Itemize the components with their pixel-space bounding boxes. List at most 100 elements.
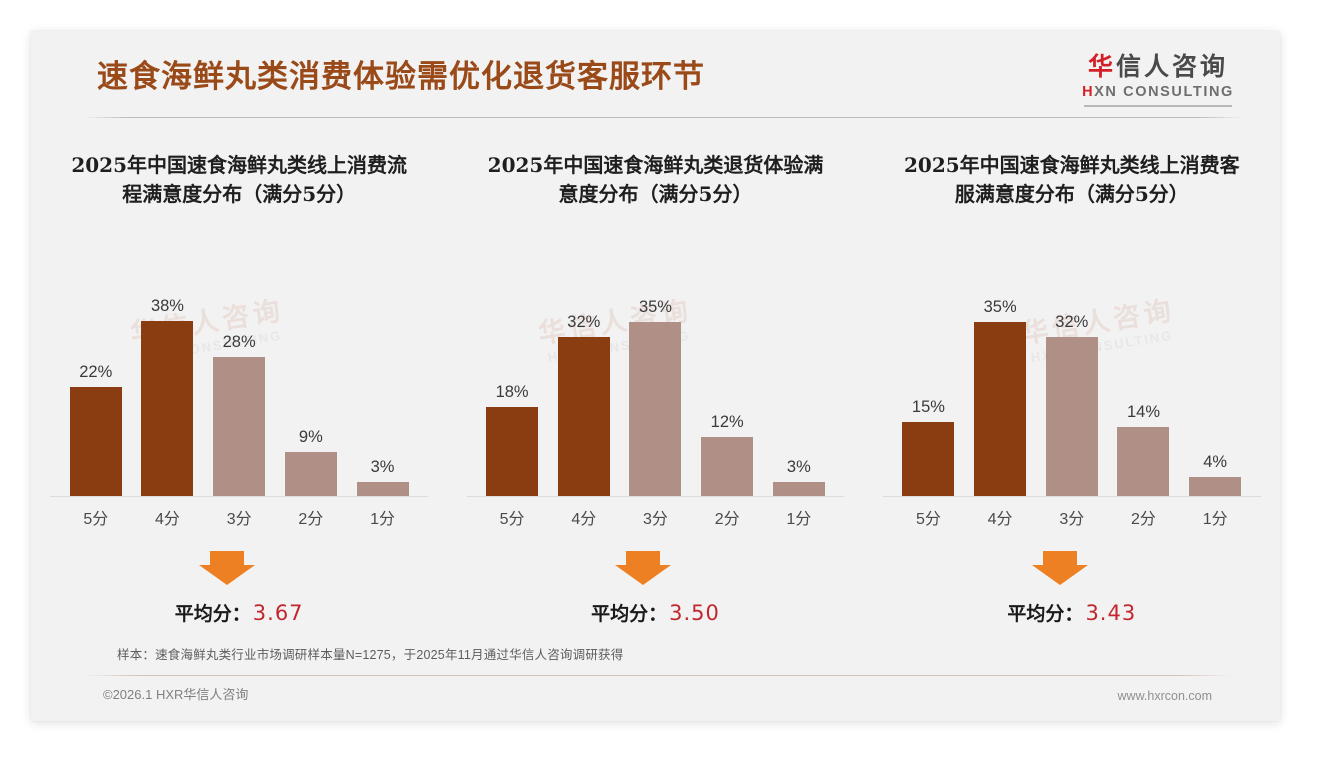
bar-value-label: 32%: [567, 313, 601, 331]
bar-slot: 32%: [552, 297, 615, 497]
bar-value-label: 9%: [298, 428, 323, 446]
logo-en-accent: H: [1082, 84, 1095, 100]
axis-tick-label: 5分: [915, 511, 941, 528]
bar-value-label: 35%: [983, 298, 1017, 316]
bar: [486, 407, 539, 497]
logo-cn-rest: 信人咨询: [1116, 52, 1229, 81]
arrow-head: [1031, 565, 1088, 585]
axis-tick-label: 5分: [499, 511, 525, 528]
average-score-2: 平均分：3.50: [447, 599, 863, 626]
logo-underline: [1084, 104, 1232, 107]
bar-slot: 15%: [897, 297, 960, 497]
bar-slot: 22%: [64, 297, 127, 497]
arrow-shaft: [626, 551, 661, 565]
bar-value-label: 32%: [1055, 313, 1089, 331]
bar: [629, 322, 682, 497]
slide-header: 速食海鲜丸类消费体验需优化退货客服环节 华信人咨询 HXN CONSULTING: [31, 31, 1280, 118]
bar-value-label: 22%: [79, 363, 113, 381]
bar: [974, 322, 1027, 497]
axis-tick-label: 1分: [786, 511, 812, 528]
arrow-shaft: [210, 551, 245, 565]
bar-value-label: 14%: [1126, 403, 1160, 421]
bar: [213, 357, 266, 497]
bars-1: 22% 38% 28% 9%: [50, 297, 429, 497]
bar: [1117, 427, 1170, 497]
average-score-value: 3.67: [252, 601, 304, 625]
average-score-1: 平均分：3.67: [31, 599, 447, 626]
bars-3: 15% 35% 32% 14%: [882, 297, 1261, 497]
copyright-text: ©2026.1 HXR华信人咨询: [103, 687, 249, 702]
bar-value-label: 18%: [495, 383, 529, 401]
chart-title-2: 2025年中国速食海鲜丸类退货体验满意度分布（满分5分）: [487, 153, 824, 206]
bar-slot: 4%: [1184, 297, 1247, 497]
bar: [701, 437, 754, 497]
charts-row: 2025年中国速食海鲜丸类线上消费流程满意度分布（满分5分） 华信人咨询 HXN…: [31, 127, 1280, 667]
axis-tick-label: 3分: [226, 511, 252, 528]
page-title: 速食海鲜丸类消费体验需优化退货客服环节: [97, 59, 705, 95]
axis-labels-1: 5分 4分 3分 2分 1分: [64, 505, 414, 529]
bar: [141, 321, 194, 497]
bar-slot: 3%: [351, 297, 414, 497]
chart-title-1: 2025年中国速食海鲜丸类线上消费流程满意度分布（满分5分）: [71, 153, 407, 206]
axis-tick-label: 2分: [714, 511, 740, 528]
footer-divider: [83, 675, 1233, 676]
bar-slot: 28%: [208, 297, 271, 497]
arrow-shaft: [1042, 551, 1077, 565]
axis-labels-2: 5分 4分 3分 2分 1分: [481, 505, 831, 529]
bar: [356, 482, 409, 497]
axis-baseline: [466, 496, 845, 497]
chart-title-3: 2025年中国速食海鲜丸类线上消费客服满意度分布（满分5分）: [903, 153, 1240, 206]
bar-slot: 3%: [767, 297, 830, 497]
bar-slot: 12%: [696, 297, 759, 497]
website-url[interactable]: www.hxrcon.com: [1117, 689, 1212, 703]
axis-tick-label: 1分: [370, 511, 395, 528]
axis-tick-label: 2分: [1131, 511, 1156, 528]
logo-cn-accent: 华: [1087, 52, 1116, 81]
bar: [557, 337, 610, 497]
logo-en-rest: XN CONSULTING: [1094, 84, 1234, 100]
logo-english-text: HXN CONSULTING: [1078, 85, 1238, 100]
axis-tick-label: 5分: [83, 511, 109, 528]
slide-card: 速食海鲜丸类消费体验需优化退货客服环节 华信人咨询 HXN CONSULTING…: [31, 31, 1280, 721]
axis-baseline: [50, 496, 429, 497]
axis-tick-label: 3分: [643, 511, 668, 528]
bar-slot: 14%: [1112, 297, 1175, 497]
axis-baseline: [882, 496, 1261, 497]
bar-value-label: 3%: [786, 458, 811, 476]
axis-tick-label: 1分: [1202, 511, 1228, 528]
average-score-label: 平均分：: [1007, 603, 1084, 625]
bar-slot: 9%: [279, 297, 342, 497]
bar-value-label: 12%: [710, 413, 744, 431]
axis-labels-3: 5分 4分 3分 2分 1分: [897, 505, 1247, 529]
bar-slot: 38%: [136, 297, 199, 497]
plot-area-3: 15% 35% 32% 14%: [882, 297, 1261, 497]
bar-value-label: 4%: [1203, 453, 1228, 471]
bars-2: 18% 32% 35% 12%: [466, 297, 845, 497]
bar: [69, 387, 122, 497]
bar-slot: 35%: [624, 297, 687, 497]
bar: [1045, 337, 1098, 497]
bar-slot: 35%: [969, 297, 1032, 497]
axis-tick-label: 3分: [1059, 511, 1085, 528]
axis-tick-label: 4分: [155, 511, 180, 528]
plot-area-2: 18% 32% 35% 12%: [466, 297, 845, 497]
bar: [902, 422, 955, 497]
sample-footnote: 样本：速食海鲜丸类行业市场调研样本量N=1275，于2025年11月通过华信人咨…: [117, 648, 624, 662]
bar: [1189, 477, 1242, 497]
plot-area-1: 22% 38% 28% 9%: [50, 297, 429, 497]
company-logo: 华信人咨询 HXN CONSULTING: [1078, 54, 1238, 107]
bar-value-label: 3%: [370, 458, 395, 476]
header-divider: [83, 117, 1243, 118]
chart-column-2: 2025年中国速食海鲜丸类退货体验满意度分布（满分5分） 华信人咨询 HXN C…: [447, 127, 863, 667]
average-score-label: 平均分：: [174, 603, 251, 625]
bar-value-label: 15%: [911, 398, 945, 416]
bar-value-label: 28%: [222, 333, 256, 351]
chart-column-3: 2025年中国速食海鲜丸类线上消费客服满意度分布（满分5分） 华信人咨询 HXN…: [864, 127, 1280, 667]
bar: [772, 482, 825, 497]
bar: [284, 452, 337, 497]
chart-column-1: 2025年中国速食海鲜丸类线上消费流程满意度分布（满分5分） 华信人咨询 HXN…: [31, 127, 447, 667]
average-score-value: 3.50: [669, 601, 720, 625]
axis-tick-label: 4分: [571, 511, 597, 528]
average-score-3: 平均分：3.43: [864, 599, 1280, 626]
